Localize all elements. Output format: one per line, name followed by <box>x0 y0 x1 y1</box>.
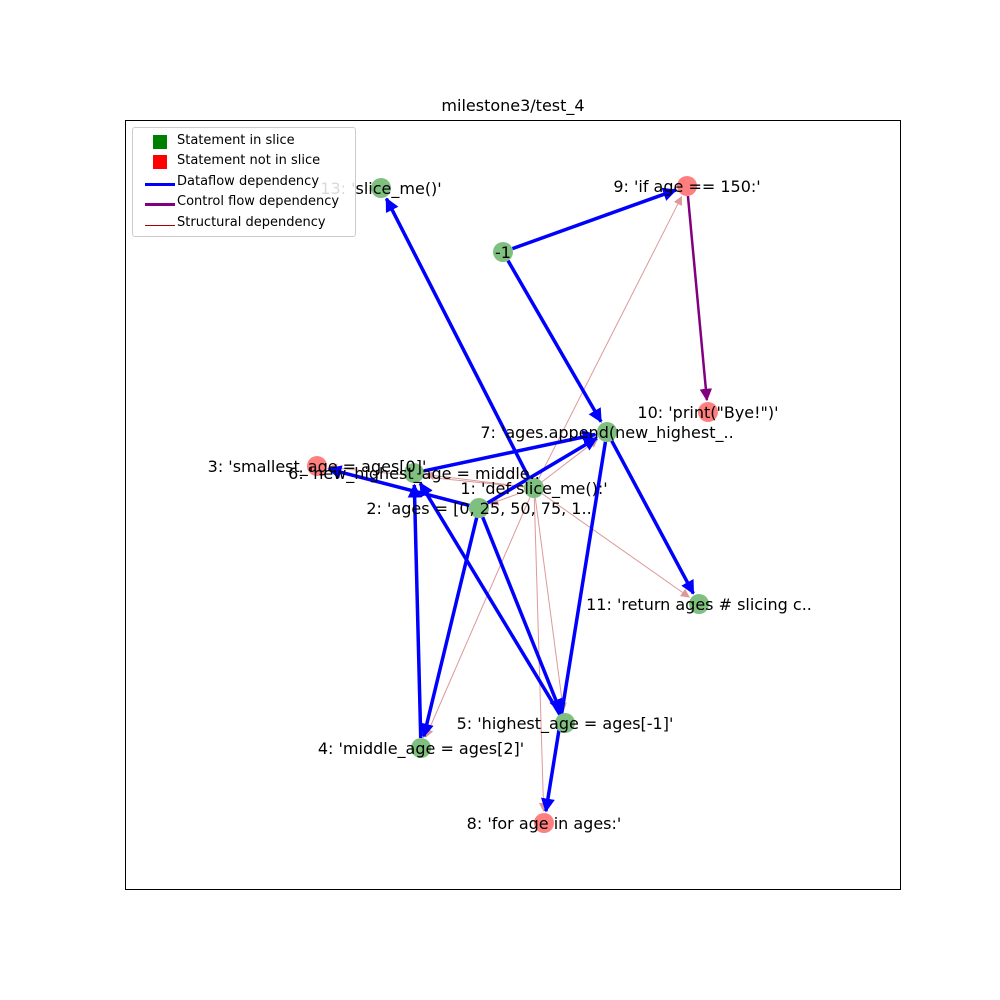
dataflow-edge-nm1-n9 <box>512 190 675 249</box>
node-label-n2: 2: 'ages = [0, 25, 50, 75, 1.. <box>366 499 591 518</box>
structural-edge-n1-n4 <box>426 497 530 737</box>
dataflow-edge-n4-n6 <box>414 485 420 738</box>
node-label-n10: 10: 'print("Bye!")' <box>637 403 778 422</box>
legend-item-in-slice: Statement in slice <box>133 132 355 152</box>
dataflow-edge-n2-n4 <box>424 518 477 737</box>
node-label-n9: 9: 'if age == 150:' <box>613 177 760 196</box>
red-square-icon <box>153 155 167 169</box>
control-edge-n9-n10 <box>688 196 707 400</box>
purple-line-icon <box>145 203 175 206</box>
legend-item-structural: Structural dependency <box>133 214 355 234</box>
green-square-icon <box>153 135 167 149</box>
dataflow-edge-n7-n11 <box>612 441 694 594</box>
blue-line-icon <box>145 183 175 186</box>
node-label-n8: 8: 'for age in ages:' <box>467 814 622 833</box>
dataflow-edge-nm1-n7 <box>508 261 601 422</box>
node-label-n5: 5: 'highest_age = ages[-1]' <box>457 714 674 734</box>
node-label-n11: 11: 'return ages # slicing c.. <box>586 595 812 614</box>
legend-item-control: Control flow dependency <box>133 193 355 213</box>
legend: Statement in slice Statement not in slic… <box>132 127 356 237</box>
legend-item-not-in-slice: Statement not in slice <box>133 152 355 172</box>
red-line-icon <box>145 225 175 226</box>
dataflow-edge-n2-n5 <box>483 517 561 712</box>
node-label-n4: 4: 'middle_age = ages[2]' <box>318 739 524 759</box>
node-label-nm1: -1 <box>495 243 511 262</box>
node-label-n1: 1: 'def slice_me():' <box>460 479 607 499</box>
legend-item-dataflow: Dataflow dependency <box>133 173 355 193</box>
node-label-n7: 7: 'ages.append(new_highest_.. <box>480 423 733 443</box>
